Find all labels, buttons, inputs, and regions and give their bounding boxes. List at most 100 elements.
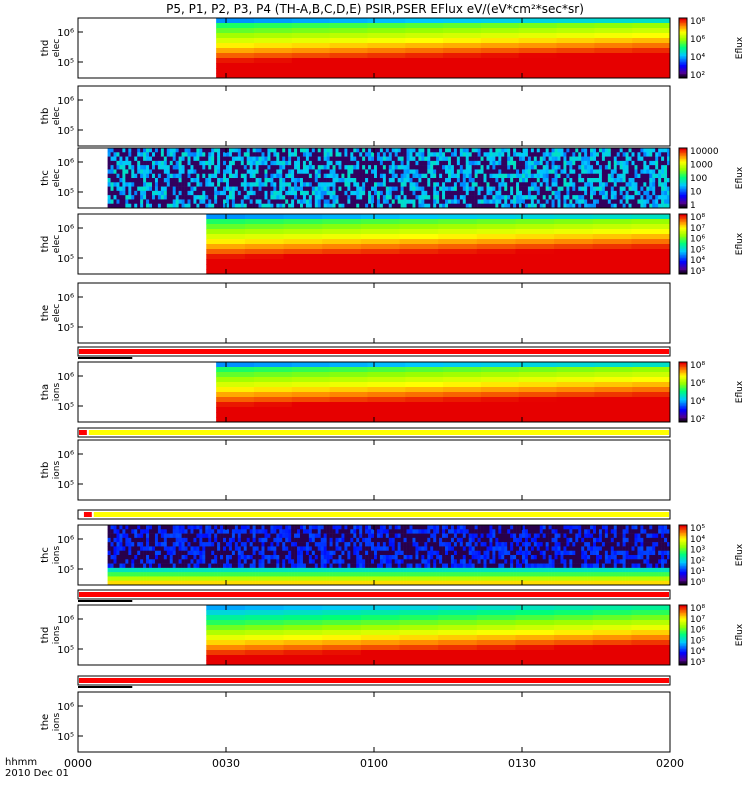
heatmap-cell: [362, 533, 366, 539]
heatmap-cell: [255, 190, 259, 196]
heatmap-cell: [593, 160, 597, 166]
heatmap-cell: [240, 542, 245, 547]
heatmap-cell: [442, 156, 446, 162]
heatmap-cell: [285, 160, 289, 166]
heatmap-cell: [551, 203, 555, 209]
heatmap-cell: [255, 529, 259, 534]
heatmap-cell: [279, 203, 283, 209]
heatmap-cell: [631, 259, 671, 265]
heatmap-cell: [450, 152, 455, 157]
heatmap-cell: [270, 152, 274, 157]
heatmap-cell: [430, 572, 434, 577]
heatmap-cell: [598, 178, 603, 183]
heatmap-cell: [483, 148, 487, 153]
heatmap-cell: [438, 234, 478, 240]
heatmap-cell: [412, 199, 416, 205]
heatmap-cell: [548, 173, 552, 179]
heatmap-cell: [584, 156, 588, 162]
colorbar-cell: [679, 377, 687, 379]
colorbar-cell: [679, 21, 687, 23]
heatmap-cell: [634, 169, 638, 175]
heatmap-cell: [522, 199, 526, 205]
heatmap-cell: [220, 152, 224, 157]
heatmap-cell: [297, 559, 301, 564]
heatmap-cell: [569, 182, 573, 187]
heatmap-cell: [480, 178, 484, 183]
heatmap-cell: [154, 537, 159, 543]
heatmap-cell: [415, 182, 419, 187]
heatmap-cell: [374, 199, 378, 205]
heatmap-cell: [152, 169, 156, 175]
heatmap-cell: [424, 186, 428, 192]
heatmap-cell: [282, 186, 286, 192]
heatmap-cell: [261, 186, 265, 192]
heatmap-cell: [311, 546, 316, 552]
heatmap-cell: [149, 203, 153, 209]
heatmap-cell: [421, 199, 425, 205]
heatmap-cell: [594, 412, 633, 418]
heatmap-cell: [193, 550, 197, 556]
heatmap-cell: [643, 173, 647, 179]
heatmap-cell: [504, 190, 508, 196]
heatmap-cell: [273, 542, 277, 547]
heatmap-cell: [308, 169, 313, 175]
heatmap-cell: [439, 567, 443, 573]
heatmap-cell: [166, 567, 171, 573]
heatmap-cell: [625, 199, 629, 205]
heatmap-cell: [261, 529, 265, 534]
heatmap-cell: [421, 156, 425, 162]
colorbar-cell: [679, 203, 687, 206]
heatmap-cell: [587, 173, 591, 179]
heatmap-cell: [214, 178, 218, 183]
heatmap-cell: [187, 199, 191, 205]
heatmap-cell: [214, 537, 218, 543]
heatmap-cell: [211, 580, 215, 586]
heatmap-cell: [228, 555, 233, 560]
heatmap-cell: [403, 542, 407, 547]
heatmap-cell: [270, 203, 274, 209]
heatmap-cell: [664, 195, 668, 200]
heatmap-cell: [421, 576, 425, 582]
heatmap-cell: [322, 234, 362, 240]
heatmap-cell: [356, 169, 360, 175]
heatmap-cell: [391, 178, 396, 183]
heatmap-cell: [154, 199, 159, 205]
heatmap-cell: [438, 264, 478, 270]
heatmap-cell: [249, 152, 253, 157]
colorbar-cell: [679, 197, 687, 200]
heatmap-cell: [486, 186, 490, 192]
heatmap-cell: [244, 244, 285, 250]
heatmap-cell: [196, 559, 200, 564]
heatmap-cell: [365, 559, 369, 564]
heatmap-cell: [320, 182, 324, 187]
heatmap-cell: [667, 203, 671, 209]
heatmap-cell: [128, 572, 132, 577]
heatmap-cell: [418, 559, 422, 564]
heatmap-cell: [468, 169, 472, 175]
heatmap-cell: [246, 195, 250, 200]
heatmap-cell: [379, 199, 384, 205]
heatmap-cell: [399, 224, 439, 230]
heatmap-cell: [400, 186, 404, 192]
heatmap-cell: [575, 152, 579, 157]
heatmap-cell: [297, 546, 301, 552]
heatmap-cell: [184, 199, 188, 205]
heatmap-cell: [518, 28, 558, 34]
heatmap-cell: [116, 173, 120, 179]
heatmap-cell: [264, 160, 268, 166]
heatmap-cell: [400, 203, 404, 209]
heatmap-cell: [658, 182, 662, 187]
heatmap-cell: [476, 259, 516, 265]
heatmap-cell: [480, 382, 520, 388]
heatmap-cell: [143, 580, 147, 586]
heatmap-cell: [421, 559, 425, 564]
heatmap-cell: [137, 537, 141, 543]
heatmap-cell: [223, 550, 227, 556]
heatmap-cell: [279, 152, 283, 157]
heatmap-cell: [513, 195, 517, 200]
heatmap-cell: [341, 572, 345, 577]
heatmap-cell: [405, 73, 444, 79]
heatmap-cell: [554, 259, 594, 265]
heatmap-cell: [217, 156, 221, 162]
heatmap-cell: [122, 559, 126, 564]
